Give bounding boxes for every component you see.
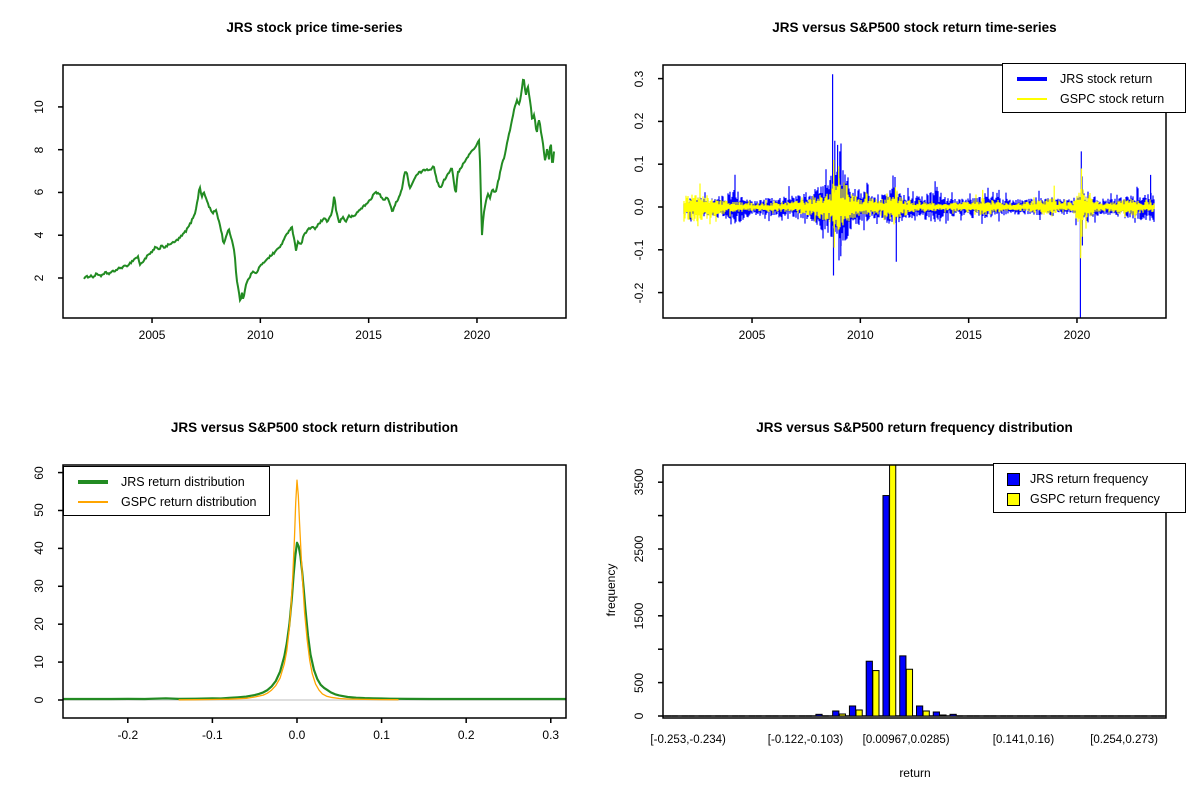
x-tick-label: 2020 xyxy=(463,328,491,342)
legend-item: JRS return distribution xyxy=(64,472,269,492)
panel-price-timeseries: JRS stock price time-series 2005 2010 2015… xyxy=(0,0,600,400)
plot-series-layer xyxy=(663,465,1166,717)
legend-label: GSPC return distribution xyxy=(121,495,257,509)
price-timeseries-plot xyxy=(58,64,567,323)
x-tick-label: 2010 xyxy=(846,328,874,342)
histogram-bar xyxy=(882,495,890,717)
x-tick-label: 0.2 xyxy=(457,728,475,742)
x-axis-label: return xyxy=(899,766,931,780)
x-tick-label: 2010 xyxy=(246,328,274,342)
histogram-bar xyxy=(872,670,880,717)
panel-return-distribution: JRS versus S&P500 stock return distribut… xyxy=(0,400,600,800)
x-tick-label: 2015 xyxy=(355,328,382,342)
x-tick-label: 0.0 xyxy=(288,728,306,742)
legend-label: GSPC stock return xyxy=(1060,92,1165,106)
y-tick-label: 2500 xyxy=(632,535,646,563)
panel-title: JRS versus S&P500 stock return distribut… xyxy=(170,420,459,435)
return-spike-series xyxy=(683,159,1155,259)
plot-border xyxy=(662,64,1167,319)
histogram-bar xyxy=(899,655,907,717)
return-frequency-plot xyxy=(658,464,1167,719)
price-line xyxy=(83,78,555,304)
legend-item: GSPC return distribution xyxy=(64,492,269,512)
legend-line-swatch xyxy=(78,480,108,484)
x-bin-label: [0.254,0.273) xyxy=(1090,734,1158,746)
legend-square-swatch xyxy=(1007,472,1020,486)
plot-series-layer xyxy=(63,479,566,701)
return-distribution-plot xyxy=(58,464,567,723)
panel-title: JRS stock price time-series xyxy=(226,20,403,35)
histogram-bar xyxy=(922,710,930,717)
legend-item: JRS stock return xyxy=(1003,69,1185,89)
y-tick-label: 1500 xyxy=(632,602,646,630)
legend: JRS stock return GSPC stock return xyxy=(1002,63,1186,113)
x-tick-label: 2005 xyxy=(138,328,166,342)
legend-square-swatch xyxy=(1007,492,1020,506)
histogram-bar xyxy=(855,709,863,717)
density-curve xyxy=(178,479,399,701)
x-tick-label: 2015 xyxy=(955,328,982,342)
histogram-bar xyxy=(848,705,857,717)
legend-label: GSPC return frequency xyxy=(1030,492,1160,506)
legend-label: JRS stock return xyxy=(1060,72,1153,86)
plot-border xyxy=(662,464,1167,719)
x-tick-label: 2020 xyxy=(1063,328,1091,342)
return-timeseries-plot xyxy=(658,64,1167,323)
y-tick-label: 500 xyxy=(632,672,646,693)
panel-return-timeseries: JRS versus S&P500 stock return time-seri… xyxy=(600,0,1200,400)
histogram-bar xyxy=(838,713,846,717)
x-bin-label: [-0.122,-0.103) xyxy=(767,734,844,746)
legend: JRS return distribution GSPC return distr… xyxy=(63,466,270,516)
legend-label: JRS return frequency xyxy=(1030,472,1149,486)
histogram-bar xyxy=(932,711,940,717)
plot-series-layer xyxy=(683,74,1155,318)
x-tick-label: 0.1 xyxy=(373,728,390,742)
x-tick-label: -0.1 xyxy=(202,728,223,742)
histogram-bar xyxy=(832,710,840,717)
legend-item: JRS return frequency xyxy=(994,469,1185,489)
panel-title: JRS versus S&P500 stock return time-seri… xyxy=(772,20,1057,35)
x-bin-label: [0.141,0.16) xyxy=(992,734,1055,746)
legend-line-swatch xyxy=(1017,98,1047,100)
histogram-bar xyxy=(905,668,914,717)
histogram-bar xyxy=(939,714,947,717)
legend-item: GSPC return frequency xyxy=(994,489,1185,509)
histogram-bar xyxy=(865,660,873,717)
y-tick-label: 3500 xyxy=(632,468,646,496)
legend: JRS return frequency GSPC return frequenc… xyxy=(993,463,1186,513)
y-tick-label: 60 xyxy=(32,465,46,480)
panel-return-frequency: JRS versus S&P500 return frequency distr… xyxy=(600,400,1200,800)
histogram-bar xyxy=(815,713,823,717)
legend-label: JRS return distribution xyxy=(121,475,245,489)
x-tick-label: 2005 xyxy=(738,328,766,342)
x-bin-label: [-0.253,-0.234) xyxy=(650,734,726,746)
x-bin-label: [0.00967,0.0285) xyxy=(862,734,950,746)
y-tick-label: 10 xyxy=(32,100,46,114)
legend-line-swatch xyxy=(78,501,108,503)
y-axis-label: frequency xyxy=(604,563,618,617)
x-tick-label: 0.3 xyxy=(542,728,560,742)
plot-border xyxy=(62,64,567,319)
histogram-bar xyxy=(889,465,897,717)
density-curve xyxy=(63,541,566,701)
y-tick-label: -0.2 xyxy=(632,282,646,303)
legend-line-swatch xyxy=(1017,77,1047,81)
histogram-bar xyxy=(916,705,924,717)
legend-item: GSPC stock return xyxy=(1003,89,1185,109)
x-tick-label: -0.2 xyxy=(117,728,139,742)
plot-series-layer xyxy=(83,78,555,304)
histogram-bar xyxy=(949,713,957,717)
plot-border xyxy=(62,464,567,719)
panel-title: JRS versus S&P500 return frequency distr… xyxy=(756,420,1073,435)
